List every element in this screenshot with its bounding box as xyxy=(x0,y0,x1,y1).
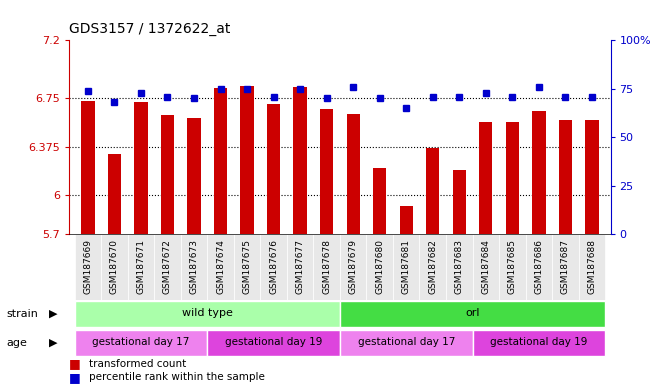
Bar xyxy=(320,109,333,234)
Text: GSM187675: GSM187675 xyxy=(242,240,251,295)
Bar xyxy=(559,121,572,234)
Text: GSM187671: GSM187671 xyxy=(137,240,145,295)
Bar xyxy=(214,88,227,234)
Text: GSM187683: GSM187683 xyxy=(455,240,464,295)
Text: gestational day 19: gestational day 19 xyxy=(490,337,587,347)
Text: ▶: ▶ xyxy=(49,309,57,319)
Bar xyxy=(294,87,307,234)
Bar xyxy=(346,114,360,234)
Text: GSM187682: GSM187682 xyxy=(428,240,438,295)
Text: GSM187670: GSM187670 xyxy=(110,240,119,295)
Bar xyxy=(426,147,440,234)
Text: GDS3157 / 1372622_at: GDS3157 / 1372622_at xyxy=(69,23,231,36)
Text: GSM187678: GSM187678 xyxy=(322,240,331,295)
Bar xyxy=(75,330,207,356)
Bar xyxy=(260,234,287,300)
Bar xyxy=(579,234,605,300)
Bar xyxy=(240,86,253,234)
Text: GSM187686: GSM187686 xyxy=(535,240,543,295)
Bar xyxy=(393,234,420,300)
Bar xyxy=(552,234,579,300)
Bar xyxy=(366,234,393,300)
Bar xyxy=(207,330,340,356)
Text: GSM187677: GSM187677 xyxy=(296,240,305,295)
Bar xyxy=(499,234,525,300)
Bar xyxy=(373,168,386,234)
Bar xyxy=(161,115,174,234)
Bar xyxy=(81,101,94,234)
Bar xyxy=(473,330,605,356)
Bar xyxy=(446,234,473,300)
Bar xyxy=(75,234,101,300)
Bar xyxy=(453,170,466,234)
Bar xyxy=(181,234,207,300)
Bar xyxy=(399,206,413,234)
Bar xyxy=(287,234,314,300)
Bar xyxy=(525,234,552,300)
Bar xyxy=(154,234,181,300)
Bar xyxy=(75,301,340,327)
Bar xyxy=(340,330,473,356)
Text: strain: strain xyxy=(7,309,38,319)
Text: GSM187673: GSM187673 xyxy=(189,240,199,295)
Bar xyxy=(340,301,605,327)
Bar xyxy=(207,234,234,300)
Bar xyxy=(267,104,280,234)
Bar xyxy=(234,234,260,300)
Text: age: age xyxy=(7,338,28,348)
Bar xyxy=(473,234,499,300)
Bar xyxy=(420,234,446,300)
Bar xyxy=(127,234,154,300)
Text: GSM187672: GSM187672 xyxy=(163,240,172,295)
Text: GSM187669: GSM187669 xyxy=(83,240,92,295)
Text: ■: ■ xyxy=(69,371,81,384)
Bar xyxy=(314,234,340,300)
Text: GSM187676: GSM187676 xyxy=(269,240,278,295)
Text: GSM187674: GSM187674 xyxy=(216,240,225,295)
Text: GSM187681: GSM187681 xyxy=(402,240,411,295)
Bar xyxy=(134,103,148,234)
Text: percentile rank within the sample: percentile rank within the sample xyxy=(89,372,265,382)
Text: GSM187684: GSM187684 xyxy=(481,240,490,295)
Bar xyxy=(532,111,546,234)
Bar xyxy=(585,121,599,234)
Bar xyxy=(187,118,201,234)
Bar xyxy=(101,234,127,300)
Text: gestational day 19: gestational day 19 xyxy=(225,337,322,347)
Text: orl: orl xyxy=(465,308,480,318)
Text: ■: ■ xyxy=(69,358,81,370)
Text: GSM187680: GSM187680 xyxy=(375,240,384,295)
Text: gestational day 17: gestational day 17 xyxy=(358,337,455,347)
Text: transformed count: transformed count xyxy=(89,359,186,369)
Text: GSM187679: GSM187679 xyxy=(348,240,358,295)
Bar xyxy=(506,122,519,234)
Bar xyxy=(479,122,492,234)
Bar xyxy=(108,154,121,234)
Text: GSM187688: GSM187688 xyxy=(587,240,597,295)
Bar xyxy=(340,234,366,300)
Text: ▶: ▶ xyxy=(49,338,57,348)
Text: GSM187687: GSM187687 xyxy=(561,240,570,295)
Text: wild type: wild type xyxy=(182,308,233,318)
Text: gestational day 17: gestational day 17 xyxy=(92,337,189,347)
Text: GSM187685: GSM187685 xyxy=(508,240,517,295)
